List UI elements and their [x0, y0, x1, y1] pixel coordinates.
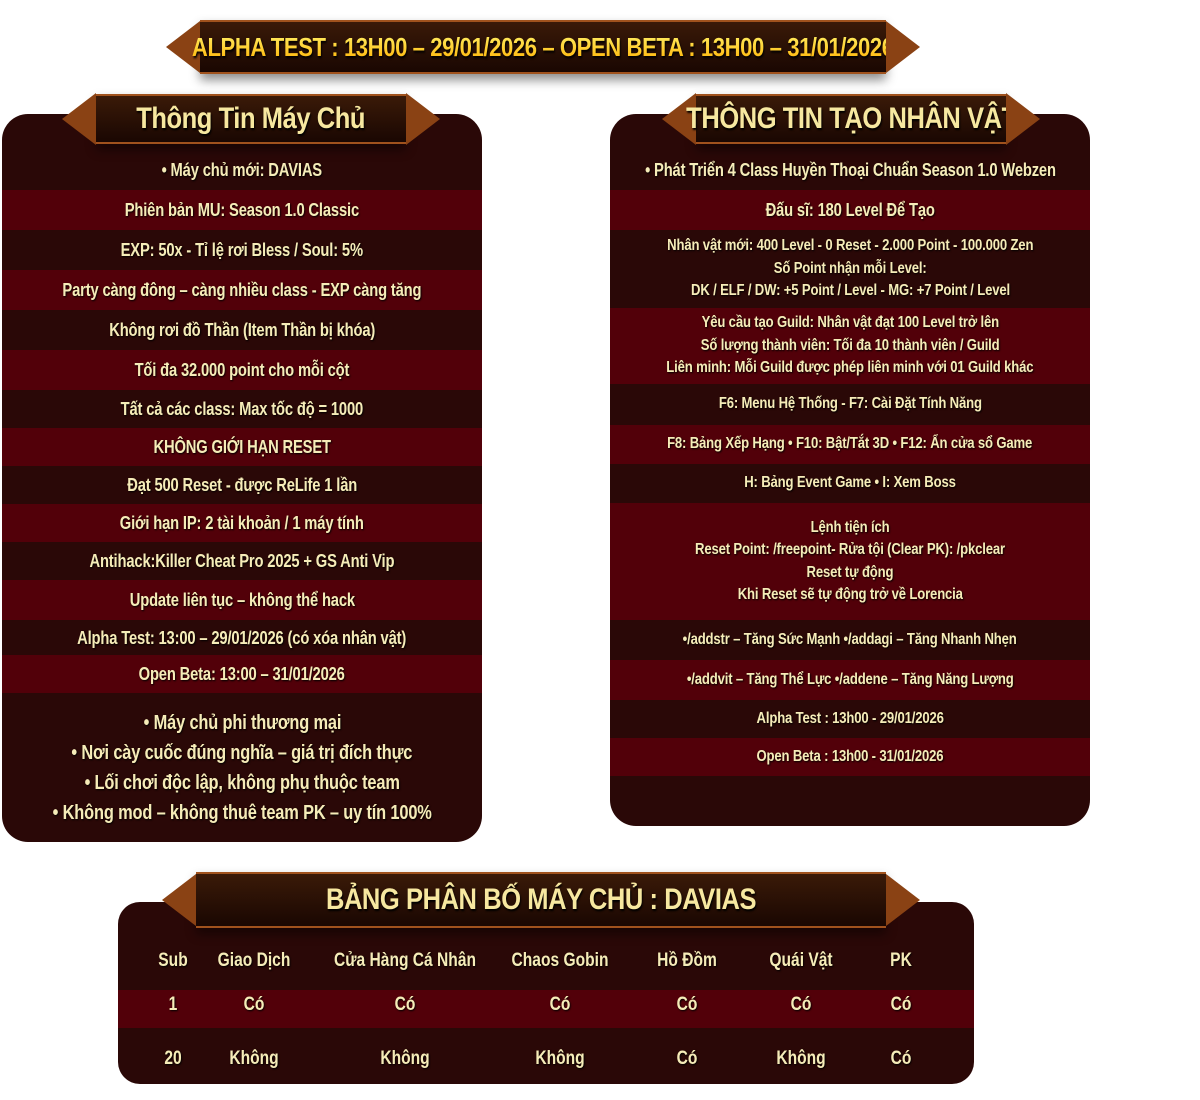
distribution-title-banner: BẢNG PHÂN BỐ MÁY CHỦ : DAVIAS	[196, 872, 886, 928]
table-cell: Có	[790, 994, 812, 1015]
info-row-text: H: Bảng Event Game • I: Xem Boss	[744, 474, 956, 492]
table-header-cell: Hồ Đồm	[657, 950, 717, 971]
info-row-text: Reset Point: /freepoint- Rửa tội (Clear …	[695, 541, 1005, 558]
table-cell: Có	[890, 1048, 912, 1069]
info-row: F6: Menu Hệ Thống - F7: Cài Đặt Tính Năn…	[610, 384, 1090, 425]
info-row-text: Liên minh: Mỗi Guild được phép liên minh…	[666, 359, 1034, 377]
info-row: Đấu sĩ: 180 Level Để Tạo	[610, 190, 1090, 230]
info-row-text: • Không mod – không thuê team PK – uy tí…	[52, 801, 432, 824]
distribution-title: BẢNG PHÂN BỐ MÁY CHỦ : DAVIAS	[325, 883, 757, 916]
top-banner-text: ALPHA TEST : 13H00 – 29/01/2026 – OPEN B…	[192, 31, 894, 62]
info-row: Lệnh tiện ích Reset Point: /freepoint- Rử…	[610, 503, 1090, 620]
table-cell: Có	[243, 994, 265, 1015]
info-row-text: Khi Reset sẽ tự động trở về Lorencia	[737, 586, 963, 603]
table-header-cell: Sub	[158, 950, 188, 971]
info-row: Không rơi đồ Thần (Item Thần bị khóa)	[2, 310, 482, 350]
character-info-panel: • Phát Triển 4 Class Huyền Thoại Chuẩn S…	[610, 114, 1090, 826]
info-row-text: Antihack:Killer Cheat Pro 2025 + GS Anti…	[89, 551, 395, 571]
info-row: Alpha Test: 13:00 – 29/01/2026 (có xóa n…	[2, 620, 482, 655]
info-row-text: Open Beta : 13h00 - 31/01/2026	[756, 747, 944, 765]
info-row-text: F6: Menu Hệ Thống - F7: Cài Đặt Tính Năn…	[718, 395, 982, 413]
info-row-text: Nhân vật mới: 400 Level - 0 Reset - 2.00…	[666, 237, 1034, 255]
table-cell: Có	[676, 994, 698, 1015]
table-header-cell: PK	[890, 950, 912, 971]
info-row-text: Đấu sĩ: 180 Level Để Tạo	[765, 200, 935, 220]
info-row: •/addstr – Tăng Sức Mạnh •/addagi – Tăng…	[610, 620, 1090, 660]
info-row: Open Beta: 13:00 – 31/01/2026	[2, 655, 482, 693]
top-schedule-banner: ALPHA TEST : 13H00 – 29/01/2026 – OPEN B…	[192, 20, 894, 74]
table-header-cell: Quái Vật	[769, 950, 833, 971]
info-row-text: • Phát Triển 4 Class Huyền Thoại Chuẩn S…	[644, 160, 1056, 180]
info-row-text: Lệnh tiện ích	[810, 518, 890, 536]
info-row: Tất cả các class: Max tốc độ = 1000	[2, 390, 482, 428]
info-row: Yêu cầu tạo Guild: Nhân vật đạt 100 Leve…	[610, 308, 1090, 384]
info-row: KHÔNG GIỚI HẠN RESET	[2, 428, 482, 466]
info-row-text: Tất cả các class: Max tốc độ = 1000	[120, 399, 364, 419]
info-row-text: Giới hạn IP: 2 tài khoản / 1 máy tính	[120, 513, 364, 533]
server-distribution-table: Sub Giao Dịch Cửa Hàng Cá Nhân Chaos Gobin H…	[118, 902, 974, 1084]
info-row-text: •/addvit – Tăng Thể Lực •/addene – Tăng …	[686, 670, 1014, 688]
info-row: Alpha Test : 13h00 - 29/01/2026	[610, 700, 1090, 738]
info-row: Antihack:Killer Cheat Pro 2025 + GS Anti…	[2, 542, 482, 580]
character-info-title: THÔNG TIN TẠO NHÂN VẬT	[685, 102, 1017, 135]
info-row-text: Phiên bản MU: Season 1.0 Classic	[124, 200, 360, 220]
info-row-text: Reset tự động	[806, 563, 894, 581]
info-row-text: KHÔNG GIỚI HẠN RESET	[153, 437, 331, 457]
info-row: • Máy chủ phi thương mại • Nơi cày cuốc đ…	[2, 693, 482, 842]
table-row-highlight	[118, 990, 974, 1028]
info-row-text: • Máy chủ phi thương mại	[143, 711, 341, 734]
info-row-text: EXP: 50x - Tỉ lệ rơi Bless / Soul: 5%	[120, 240, 364, 260]
info-row-text: Đạt 500 Reset - được ReLife 1 lần	[127, 475, 357, 495]
server-info-title-banner: Thông Tin Máy Chủ	[96, 94, 406, 144]
character-info-title-banner: THÔNG TIN TẠO NHÂN VẬT	[686, 94, 1017, 144]
info-row: Open Beta : 13h00 - 31/01/2026	[610, 738, 1090, 776]
info-row: Party càng đông – càng nhiều class - EXP…	[2, 270, 482, 310]
info-row: Phiên bản MU: Season 1.0 Classic	[2, 190, 482, 230]
info-row-text: Không rơi đồ Thần (Item Thần bị khóa)	[108, 320, 375, 340]
info-row-text: DK / ELF / DW: +5 Point / Level - MG: +7…	[690, 282, 1010, 300]
info-row-text: Party càng đông – càng nhiều class - EXP…	[62, 280, 422, 300]
info-row-text: Số lượng thành viên: Tối đa 10 thành viê…	[700, 336, 1000, 354]
table-cell: 20	[164, 1048, 182, 1069]
info-row-text: Alpha Test : 13h00 - 29/01/2026	[756, 709, 944, 727]
info-row-text: • Máy chủ mới: DAVIAS	[161, 160, 323, 180]
table-cell: Có	[549, 994, 571, 1015]
table-cell: 1	[168, 994, 178, 1015]
table-header-cell: Chaos Gobin	[511, 950, 609, 971]
info-row: •/addvit – Tăng Thể Lực •/addene – Tăng …	[610, 660, 1090, 700]
table-cell: Có	[890, 994, 912, 1015]
table-cell: Không	[380, 1048, 430, 1069]
info-row: • Phát Triển 4 Class Huyền Thoại Chuẩn S…	[610, 150, 1090, 190]
info-row-text: •/addstr – Tăng Sức Mạnh •/addagi – Tăng…	[683, 630, 1017, 648]
info-row-text: F8: Bảng Xếp Hạng • F10: Bật/Tắt 3D • F1…	[667, 435, 1033, 453]
table-cell: Không	[776, 1048, 826, 1069]
info-row: • Máy chủ mới: DAVIAS	[2, 150, 482, 190]
info-row: F8: Bảng Xếp Hạng • F10: Bật/Tắt 3D • F1…	[610, 425, 1090, 464]
info-row: Đạt 500 Reset - được ReLife 1 lần	[2, 466, 482, 504]
info-row-text: • Lối chơi độc lập, không phụ thuộc team	[84, 771, 400, 794]
table-header-cell: Cửa Hàng Cá Nhân	[333, 950, 477, 971]
info-row-text: Update liên tục – không thể hack	[129, 590, 355, 610]
info-row: Giới hạn IP: 2 tài khoản / 1 máy tính	[2, 504, 482, 542]
table-cell: Có	[676, 1048, 698, 1069]
info-row: Nhân vật mới: 400 Level - 0 Reset - 2.00…	[610, 230, 1090, 308]
table-cell: Có	[394, 994, 416, 1015]
info-row: EXP: 50x - Tỉ lệ rơi Bless / Soul: 5%	[2, 230, 482, 270]
info-row-text: Tối đa 32.000 point cho mỗi cột	[134, 360, 350, 380]
info-row-text: Open Beta: 13:00 – 31/01/2026	[138, 664, 346, 684]
info-row: H: Bảng Event Game • I: Xem Boss	[610, 464, 1090, 503]
table-cell: Không	[229, 1048, 279, 1069]
table-cell: Không	[535, 1048, 585, 1069]
table-header-cell: Giao Dịch	[217, 950, 291, 971]
info-row-text: Alpha Test: 13:00 – 29/01/2026 (có xóa n…	[77, 627, 407, 648]
info-row: Tối đa 32.000 point cho mỗi cột	[2, 350, 482, 390]
info-row-text: Yêu cầu tạo Guild: Nhân vật đạt 100 Leve…	[701, 314, 999, 332]
info-row-text: Số Point nhận mỗi Level:	[773, 259, 927, 277]
server-info-panel: • Máy chủ mới: DAVIAS Phiên bản MU: Seaso…	[2, 114, 482, 842]
server-info-title: Thông Tin Máy Chủ	[136, 102, 366, 135]
info-row: Update liên tục – không thể hack	[2, 580, 482, 620]
info-row-text: • Nơi cày cuốc đúng nghĩa – giá trị đích…	[71, 741, 413, 764]
